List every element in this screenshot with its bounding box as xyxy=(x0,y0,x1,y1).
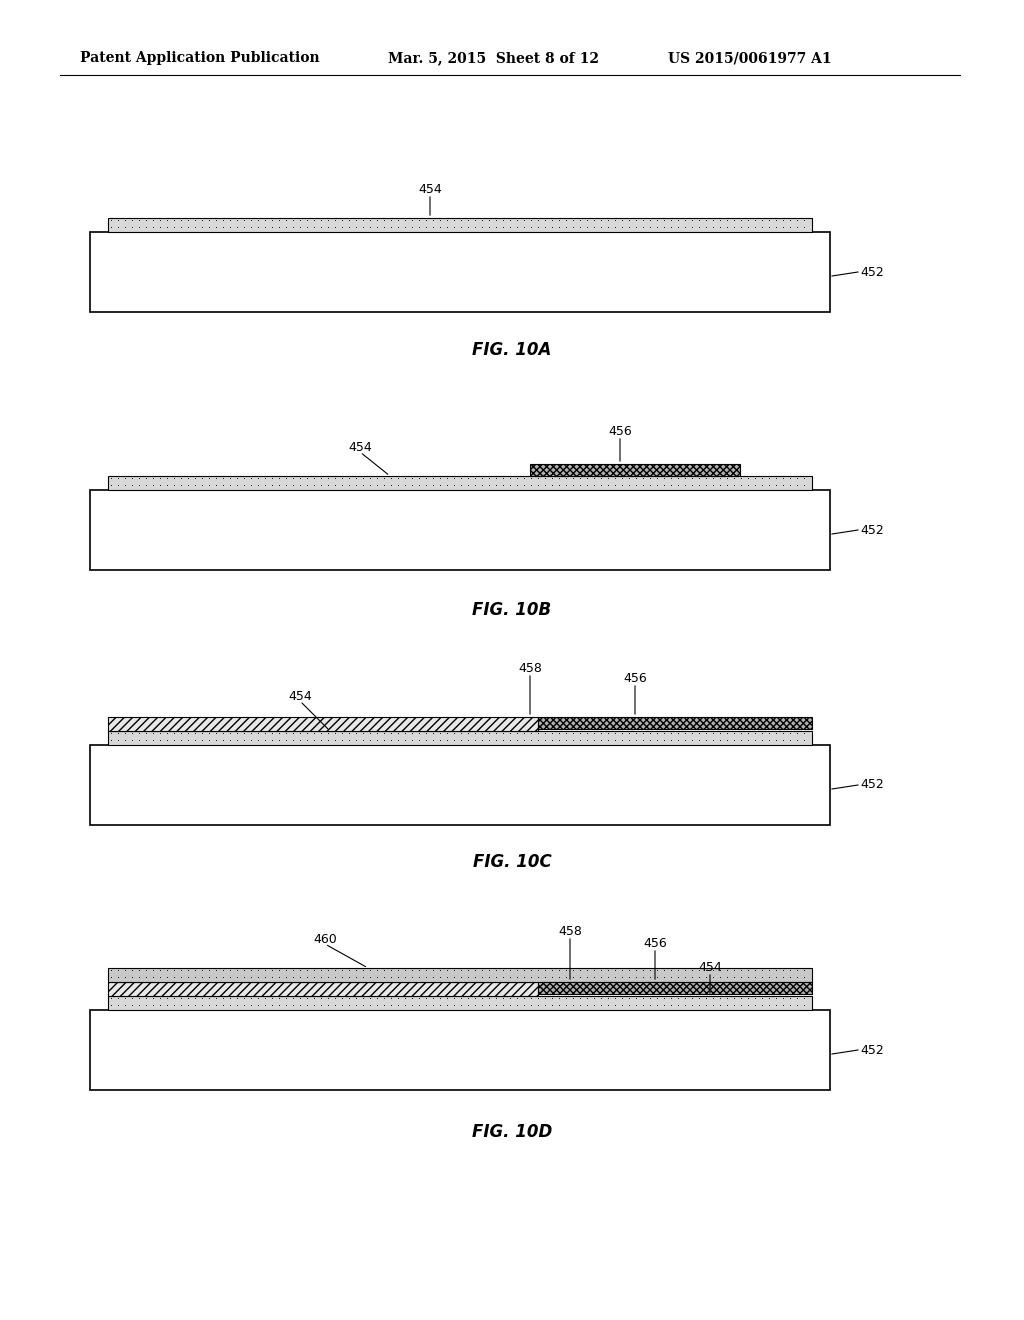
Text: FIG. 10D: FIG. 10D xyxy=(472,1123,552,1140)
Text: 454: 454 xyxy=(698,961,722,974)
Bar xyxy=(108,997,812,1010)
Text: 454: 454 xyxy=(418,183,442,195)
Text: US 2015/0061977 A1: US 2015/0061977 A1 xyxy=(668,51,831,65)
Text: FIG. 10A: FIG. 10A xyxy=(472,341,552,359)
Bar xyxy=(530,465,740,477)
Text: FIG. 10B: FIG. 10B xyxy=(472,601,552,619)
Bar xyxy=(108,982,538,997)
Bar xyxy=(90,1010,830,1090)
Bar xyxy=(108,477,812,490)
Bar xyxy=(538,717,812,729)
Bar xyxy=(108,218,812,232)
Bar xyxy=(538,982,812,994)
Text: Patent Application Publication: Patent Application Publication xyxy=(80,51,319,65)
Bar xyxy=(108,717,538,731)
Text: 456: 456 xyxy=(624,672,647,685)
Text: 454: 454 xyxy=(288,690,312,704)
Text: 458: 458 xyxy=(518,663,542,675)
Bar xyxy=(90,232,830,312)
Text: 452: 452 xyxy=(860,265,884,279)
Text: FIG. 10C: FIG. 10C xyxy=(473,853,551,871)
Text: 456: 456 xyxy=(608,425,632,438)
Bar xyxy=(90,490,830,570)
Text: Mar. 5, 2015  Sheet 8 of 12: Mar. 5, 2015 Sheet 8 of 12 xyxy=(388,51,599,65)
Bar xyxy=(90,744,830,825)
Bar xyxy=(108,731,812,744)
Text: 452: 452 xyxy=(860,779,884,792)
Text: 452: 452 xyxy=(860,1044,884,1056)
Text: 454: 454 xyxy=(348,441,372,454)
Text: 452: 452 xyxy=(860,524,884,536)
Text: 456: 456 xyxy=(643,937,667,950)
Text: 458: 458 xyxy=(558,925,582,939)
Bar xyxy=(108,968,812,982)
Text: 460: 460 xyxy=(313,933,337,946)
